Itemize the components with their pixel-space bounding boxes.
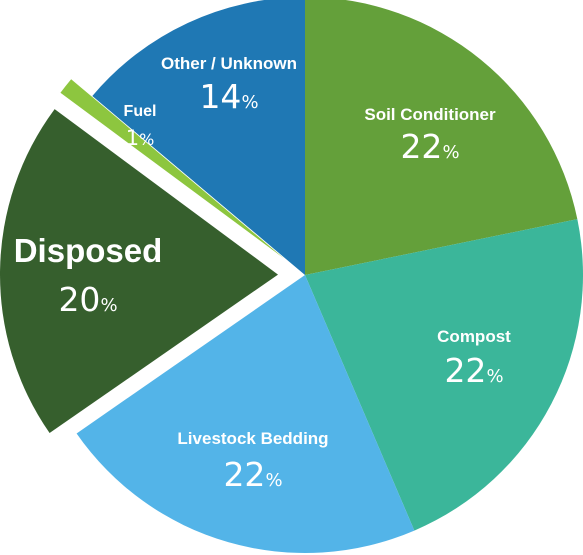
slice-label-compost: Compost [437,327,511,346]
slice-value-compost: 22% [444,351,503,390]
slice-value-livestock-bedding: 22% [223,455,282,494]
slice-value-unit: % [139,130,154,149]
slice-value-unit: % [241,92,258,113]
slice-value-soil-conditioner: 22% [400,127,459,166]
slice-value-other-unknown: 14% [199,77,258,116]
slice-value-unit: % [486,366,503,387]
slice-label-other-unknown: Other / Unknown [161,54,297,73]
slice-value-disposed: 20% [58,280,117,319]
slice-value-unit: % [442,142,459,163]
slice-value-number: 22 [400,127,442,166]
slice-value-number: 1 [126,126,139,150]
slice-value-unit: % [265,470,282,491]
slice-value-unit: % [100,295,117,316]
pie-slice-livestock-bedding [76,275,415,553]
slice-value-number: 22 [444,351,486,390]
slice-label-livestock-bedding: Livestock Bedding [177,429,328,448]
slice-value-fuel: 1% [126,126,155,150]
slice-value-number: 22 [223,455,265,494]
slice-value-number: 14 [199,77,241,116]
pie-slice-other-unknown [92,0,305,275]
pie-slice-disposed [0,109,278,434]
pie-slice-fuel [60,79,284,259]
slice-value-number: 20 [58,280,100,319]
slice-label-soil-conditioner: Soil Conditioner [364,105,496,124]
pie-slice-compost [305,219,583,531]
pie-labels: Soil Conditioner 22% Compost 22% Livestock B… [14,54,511,494]
slice-label-disposed: Disposed [14,232,163,269]
pie-slice-soil-conditioner [305,0,578,275]
slice-label-fuel: Fuel [124,103,157,120]
